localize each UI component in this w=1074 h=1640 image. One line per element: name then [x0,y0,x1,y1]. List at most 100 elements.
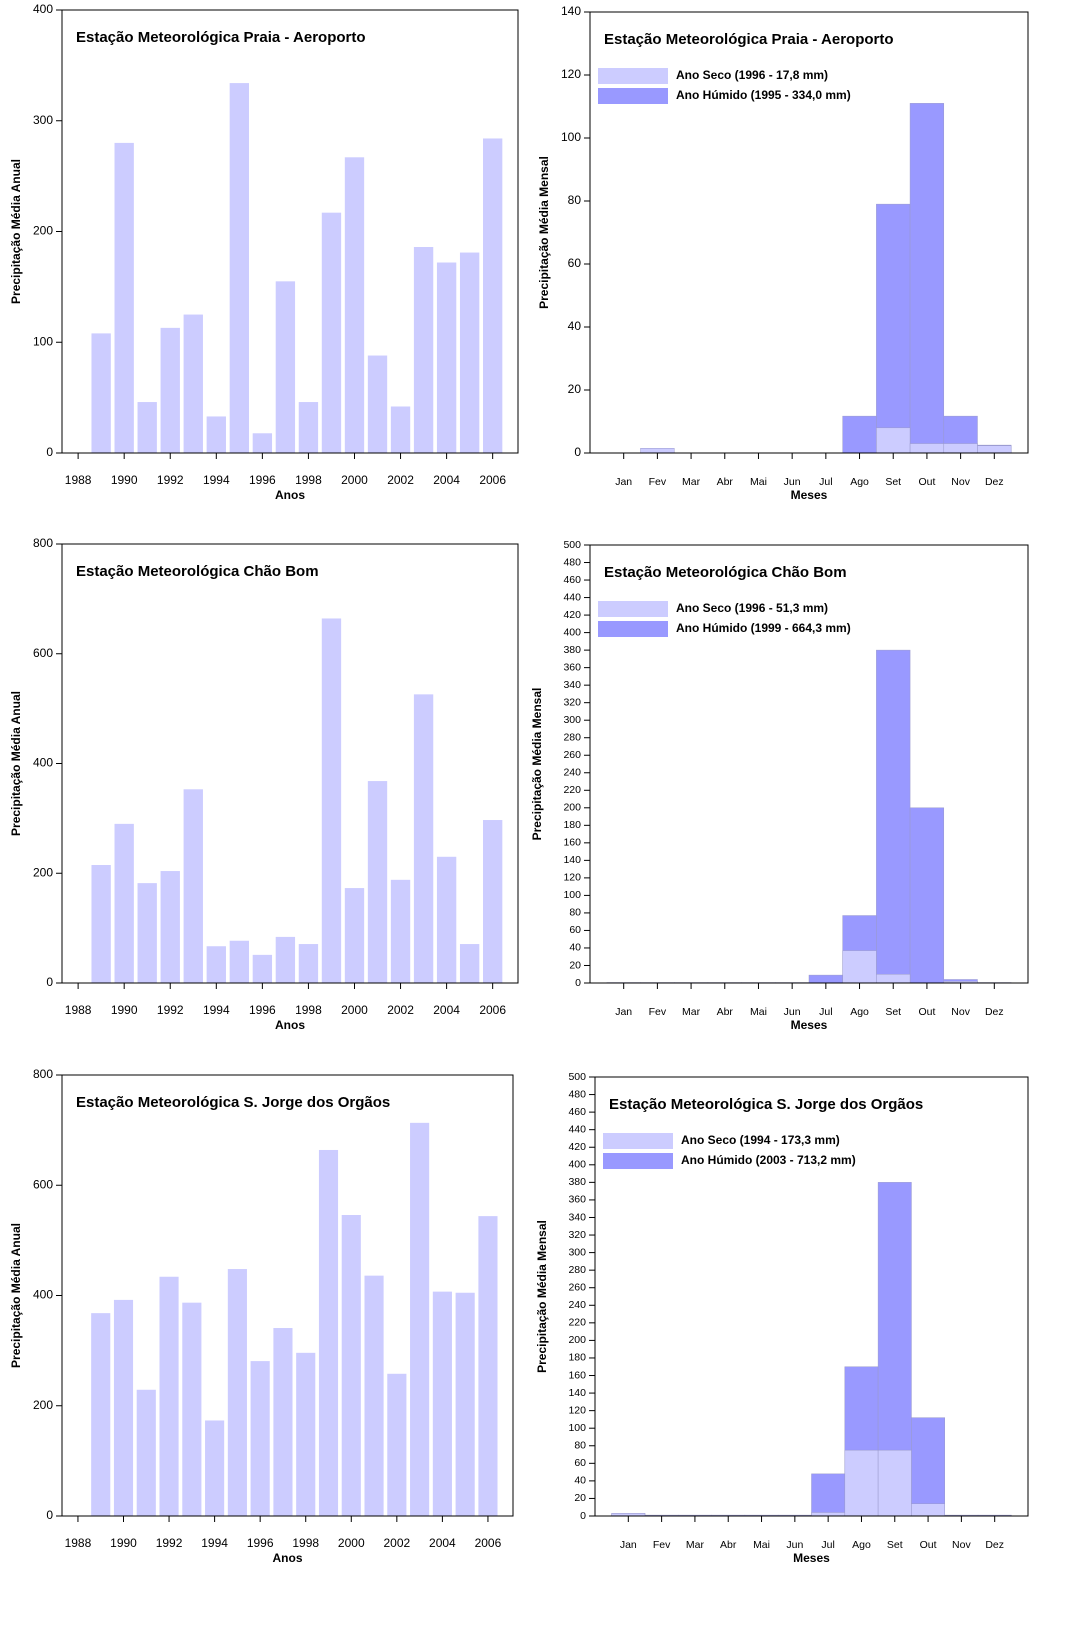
y-tick-label: 300 [563,714,581,726]
plot-frame [61,1074,514,1517]
bar [252,954,273,983]
x-tick-label: 2006 [479,1003,506,1017]
y-tick-label: 600 [33,1177,53,1191]
chart-title: Estação Meteorológica Chão Bom [604,564,847,581]
x-tick-label: 1992 [156,1536,183,1550]
bar [137,402,157,453]
y-tick-label: 100 [33,334,53,348]
bar [877,1449,912,1517]
y-tick-label: 0 [46,1508,53,1522]
chart-title: Estação Meteorológica S. Jorge dos Orgão… [76,1094,390,1111]
y-tick-label: 20 [574,1492,586,1504]
y-tick-label: 40 [569,942,581,954]
bar [478,1216,498,1516]
bar [842,950,877,984]
y-tick-label: 320 [568,1229,586,1241]
bar [205,1420,225,1516]
x-tick-label: Ago [850,476,869,488]
bar [876,427,911,454]
bar [811,1473,846,1517]
x-tick-label: Abr [717,476,734,488]
chart-title: Estação Meteorológica S. Jorge dos Orgão… [609,1096,923,1113]
y-tick-label: 260 [563,749,581,761]
bar [911,1503,945,1517]
y-tick-label: 200 [33,1398,53,1412]
x-tick-label: Jul [819,1006,832,1018]
bar [977,445,1012,454]
bar [344,157,365,454]
x-tick-label: Mar [682,476,701,488]
bar [113,1299,134,1516]
x-tick-label: 1992 [157,473,184,487]
bar [341,1215,361,1516]
y-tick-label: 60 [574,1457,586,1469]
x-tick-label: Set [887,1539,903,1551]
y-tick-label: 400 [33,2,53,16]
x-tick-label: 1998 [292,1536,319,1550]
y-tick-label: 300 [33,113,53,127]
y-tick-label: 500 [563,539,581,551]
plot-frame [61,9,519,454]
x-tick-label: Mai [753,1539,770,1551]
y-tick-label: 0 [580,1510,586,1522]
y-tick-label: 440 [563,591,581,603]
x-tick-label: Ago [852,1539,871,1551]
y-axis-title: Precipitação Média Anual [9,1223,23,1368]
x-tick-label: 1994 [201,1536,228,1550]
x-tick-label: 1994 [203,473,230,487]
x-tick-label: 1988 [65,473,92,487]
bar [909,807,945,984]
bar [876,203,911,454]
y-tick-label: 0 [46,975,53,989]
bar [410,1122,430,1516]
y-tick-label: 100 [563,889,581,901]
y-tick-label: 500 [568,1071,586,1083]
x-tick-label: Mar [686,1539,705,1551]
y-tick-label: 280 [563,732,581,744]
bar [367,355,388,453]
y-tick-label: 200 [568,1334,586,1346]
x-tick-label: Fev [653,1539,671,1551]
bar [114,142,134,453]
bar [137,883,157,983]
y-tick-label: 120 [563,872,581,884]
bar [298,402,319,453]
bar [482,138,503,453]
y-tick-label: 380 [563,644,581,656]
bar [321,618,342,983]
legend-swatch [598,68,668,84]
x-tick-label: Jan [620,1539,637,1551]
x-tick-label: Out [920,1539,937,1551]
y-tick-label: 160 [563,837,581,849]
y-tick-label: 140 [563,854,581,866]
x-tick-label: Mai [750,1006,767,1018]
bar [159,1276,179,1516]
x-tick-label: Jun [784,1006,801,1018]
y-tick-label: 220 [568,1317,586,1329]
y-tick-label: 140 [568,1387,586,1399]
legend-label: Ano Húmido (1995 - 334,0 mm) [676,88,851,102]
chart-title: Estação Meteorológica Chão Bom [76,563,319,580]
bar [390,879,411,983]
y-tick-label: 20 [568,382,582,396]
y-tick-label: 0 [575,977,581,989]
bar [182,1302,202,1516]
y-tick-label: 80 [568,193,582,207]
y-tick-label: 420 [563,609,581,621]
x-tick-label: 2006 [479,473,506,487]
y-tick-label: 180 [568,1352,586,1364]
legend-label: Ano Seco (1996 - 51,3 mm) [676,601,828,615]
x-axis-title: Meses [793,1551,830,1565]
x-tick-label: Jan [615,1006,632,1018]
x-tick-label: 1988 [65,1003,92,1017]
x-tick-label: 2002 [383,1536,410,1550]
x-axis-title: Meses [791,1018,828,1032]
y-tick-label: 80 [569,907,581,919]
x-tick-label: Nov [951,476,970,488]
x-tick-label: Nov [951,1006,970,1018]
x-tick-label: 1990 [110,1536,137,1550]
legend-label: Ano Húmido (2003 - 713,2 mm) [681,1153,856,1167]
y-axis-title: Precipitação Média Mensal [530,688,544,841]
x-tick-label: Out [918,476,935,488]
